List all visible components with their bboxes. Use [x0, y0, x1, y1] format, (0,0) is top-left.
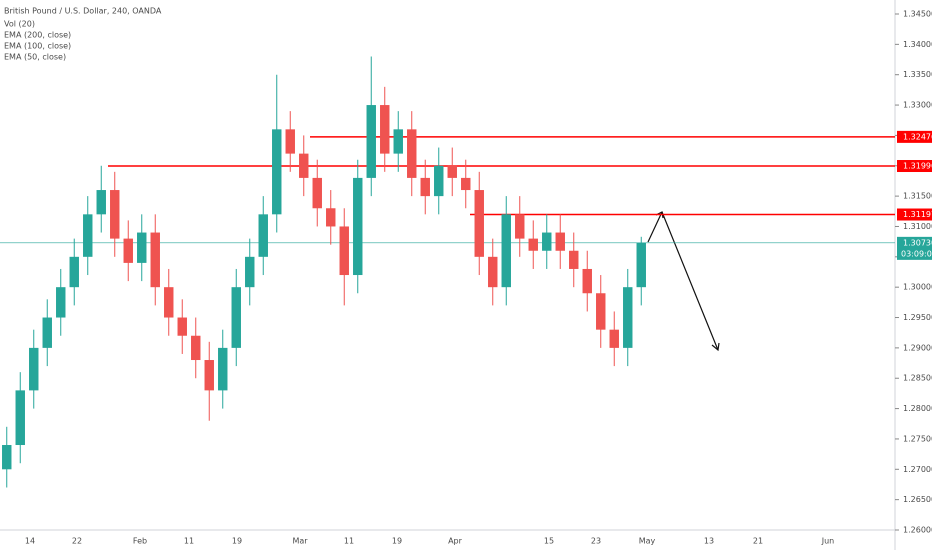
y-tick-label: 1.34000: [903, 40, 932, 49]
x-tick-label: 11: [184, 537, 194, 546]
candle-body: [623, 287, 633, 348]
indicator-label: EMA (50, close): [4, 53, 66, 62]
candle-body: [339, 226, 349, 276]
y-tick-label: 1.33500: [903, 70, 932, 79]
candle-body: [231, 287, 241, 348]
candle-body: [123, 238, 133, 263]
candle-body: [542, 232, 552, 251]
candle-body: [488, 256, 498, 288]
candle-body: [528, 238, 538, 251]
candle-body: [15, 390, 25, 446]
y-tick-label: 1.29500: [903, 313, 932, 322]
candle-body: [434, 165, 444, 197]
candle-body: [83, 214, 93, 257]
candle-body: [258, 214, 268, 257]
level-label-box: [897, 208, 932, 221]
x-tick-label: Apr: [448, 537, 463, 546]
candle-body: [407, 129, 417, 178]
x-tick-label: Jun: [821, 537, 835, 546]
candle-body: [42, 317, 52, 348]
candle-body: [555, 232, 565, 251]
countdown-label: 03:09:04: [901, 249, 932, 258]
candle-body: [420, 177, 430, 197]
candle-body: [96, 190, 106, 215]
x-tick-label: 15: [544, 537, 554, 546]
candle-body: [137, 232, 147, 263]
x-tick-label: 21: [753, 537, 763, 546]
y-tick-label: 1.34500: [903, 10, 932, 19]
candle-body: [285, 129, 295, 154]
x-tick-label: 19: [392, 537, 402, 546]
candle-body: [110, 190, 120, 239]
candle-body: [177, 317, 187, 336]
candle-body: [596, 293, 606, 330]
x-tick-label: 14: [25, 537, 35, 546]
candle-body: [569, 250, 579, 269]
y-tick-label: 1.27500: [903, 434, 932, 443]
y-tick-label: 1.26000: [903, 526, 932, 535]
candle-body: [150, 232, 160, 288]
indicator-label: Vol (20): [4, 20, 35, 29]
candle-body: [69, 256, 79, 288]
y-tick-label: 1.28500: [903, 374, 932, 383]
candle-body: [582, 268, 592, 294]
candle-body: [164, 287, 174, 318]
y-tick-label: 1.31000: [903, 222, 932, 231]
indicator-label: EMA (100, close): [4, 42, 71, 51]
x-tick-label: 22: [72, 537, 82, 546]
y-tick-label: 1.30000: [903, 283, 932, 292]
candle-body: [636, 242, 646, 288]
indicator-label: EMA (200, close): [4, 31, 71, 40]
level-label-box: [897, 160, 932, 173]
candle-body: [609, 329, 619, 348]
candle-body: [461, 177, 471, 191]
candle-body: [245, 256, 255, 288]
candle-body: [501, 214, 511, 288]
level-label-box: [897, 130, 932, 143]
candle-body: [326, 208, 336, 227]
level-label: 1.31996: [903, 162, 932, 171]
candle-body: [218, 347, 228, 391]
candle-body: [515, 214, 525, 239]
candle-body: [312, 177, 322, 209]
last-price-box: [897, 236, 932, 260]
candle-body: [299, 153, 309, 178]
candle-body: [204, 360, 214, 391]
x-tick-label: 11: [344, 537, 354, 546]
candle-body: [29, 347, 39, 391]
x-tick-label: 23: [591, 537, 601, 546]
x-tick-label: Mar: [292, 537, 308, 546]
y-tick-label: 1.26500: [903, 495, 932, 504]
level-label: 1.31197: [903, 210, 932, 219]
candle-body: [393, 129, 403, 154]
y-tick-label: 1.33000: [903, 101, 932, 110]
candle-body: [56, 287, 66, 318]
x-tick-label: 13: [704, 537, 714, 546]
y-tick-label: 1.31500: [903, 192, 932, 201]
y-tick-label: 1.27000: [903, 465, 932, 474]
y-tick-label: 1.28000: [903, 404, 932, 413]
y-tick-label: 1.29000: [903, 343, 932, 352]
x-tick-label: 19: [232, 537, 242, 546]
x-tick-label: May: [639, 537, 656, 546]
level-label: 1.32476: [903, 132, 932, 141]
chart-title: British Pound / U.S. Dollar, 240, OANDA: [4, 7, 162, 16]
candle-body: [380, 105, 390, 154]
candle-body: [447, 165, 457, 178]
candle-body: [191, 335, 201, 361]
candle-body: [272, 129, 282, 215]
candle-body: [353, 177, 363, 276]
candle-body: [366, 105, 376, 178]
candle-body: [2, 445, 12, 470]
candle-body: [474, 190, 484, 257]
x-tick-label: Feb: [133, 537, 147, 546]
